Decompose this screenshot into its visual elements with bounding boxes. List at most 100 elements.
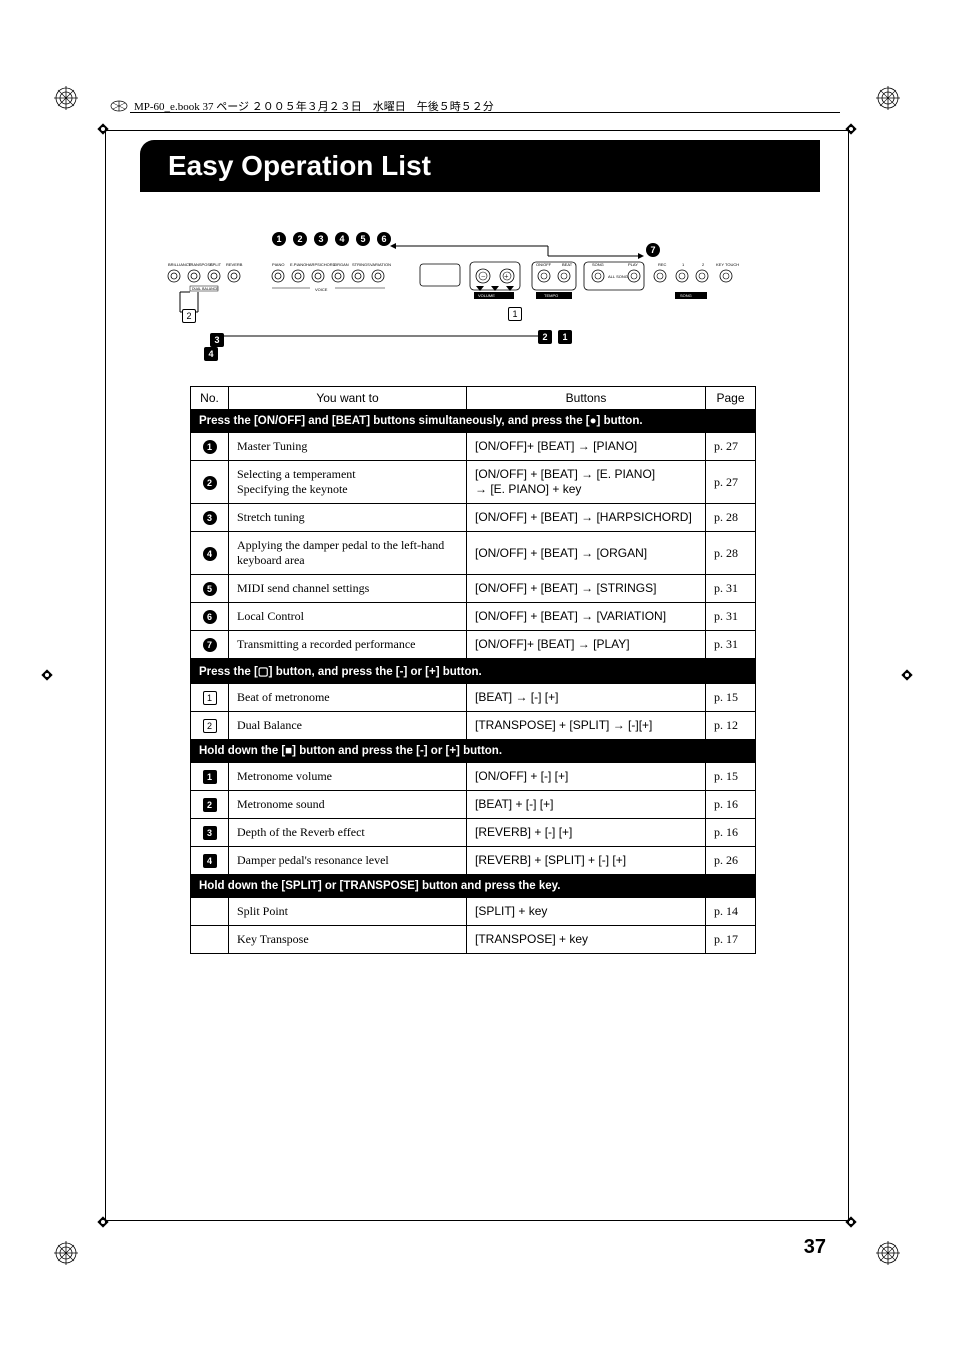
cell-buttons: [TRANSPOSE] + key	[467, 926, 706, 954]
th-buttons: Buttons	[467, 387, 706, 410]
cell-want: Stretch tuning	[229, 504, 467, 532]
cell-buttons: [SPLIT] + key	[467, 898, 706, 926]
svg-text:ON/OFF: ON/OFF	[536, 262, 552, 267]
control-panel-diagram: BRILLIANCETRANSPOSESPLITREVERB DUAL BALA…	[160, 236, 780, 356]
diagram-badge-2: 2	[293, 232, 307, 246]
diamond-mark-icon	[900, 668, 914, 682]
cell-want: Metronome volume	[229, 763, 467, 791]
table-row: 1Master Tuning[ON/OFF]+ [BEAT] → [PIANO]…	[191, 433, 756, 461]
diagram-badge-3: 3	[314, 232, 328, 246]
th-no: No.	[191, 387, 229, 410]
cell-page: p. 15	[706, 763, 756, 791]
reg-mark-icon	[876, 1241, 900, 1265]
cell-buttons: [ON/OFF] + [BEAT] → [VARIATION]	[467, 603, 706, 631]
diamond-mark-icon	[96, 122, 110, 136]
cell-no: 7	[191, 631, 229, 659]
svg-text:DUAL BALANCE: DUAL BALANCE	[192, 287, 219, 291]
cell-want: Master Tuning	[229, 433, 467, 461]
cell-no: 2	[191, 461, 229, 504]
table-section-heading: Hold down the [SPLIT] or [TRANSPOSE] but…	[191, 875, 756, 898]
cell-page: p. 27	[706, 433, 756, 461]
cell-buttons: [REVERB] + [SPLIT] + [-] [+]	[467, 847, 706, 875]
th-want: You want to	[229, 387, 467, 410]
cell-page: p. 17	[706, 926, 756, 954]
cell-page: p. 16	[706, 791, 756, 819]
crop-line	[105, 130, 106, 1221]
cell-buttons: [ON/OFF]+ [BEAT] → [PLAY]	[467, 631, 706, 659]
cell-page: p. 26	[706, 847, 756, 875]
row-badge: 4	[203, 854, 217, 868]
cell-no: 6	[191, 603, 229, 631]
crop-line	[848, 130, 849, 1221]
diamond-mark-icon	[844, 122, 858, 136]
table-row: 3 Depth of the Reverb effect[REVERB] + [-…	[191, 819, 756, 847]
cell-no: 1	[191, 433, 229, 461]
cell-buttons: [ON/OFF] + [-] [+]	[467, 763, 706, 791]
diagram-blackbox-1: 1	[558, 330, 572, 344]
svg-text:SPLIT: SPLIT	[210, 262, 222, 267]
cell-no	[191, 898, 229, 926]
cell-want: Depth of the Reverb effect	[229, 819, 467, 847]
cell-page: p. 28	[706, 532, 756, 575]
svg-text:1: 1	[682, 262, 685, 267]
row-badge: 1	[203, 440, 217, 454]
cell-want: Metronome sound	[229, 791, 467, 819]
cell-page: p. 31	[706, 631, 756, 659]
cell-page: p. 28	[706, 504, 756, 532]
cell-no: 2	[191, 712, 229, 740]
svg-text:ALL SONG: ALL SONG	[608, 274, 628, 279]
table-section-heading: Press the [ON/OFF] and [BEAT] buttons si…	[191, 410, 756, 433]
svg-text:STRINGS: STRINGS	[352, 262, 370, 267]
row-badge: 1	[203, 691, 217, 705]
table-row: 2Metronome sound[BEAT] + [-] [+]p. 16	[191, 791, 756, 819]
diamond-mark-icon	[40, 668, 54, 682]
svg-text:2: 2	[702, 262, 705, 267]
reg-mark-icon	[54, 1241, 78, 1265]
svg-text:PIANO: PIANO	[272, 262, 284, 267]
cell-no: 4	[191, 532, 229, 575]
cell-page: p. 31	[706, 575, 756, 603]
crop-line	[105, 130, 850, 131]
diamond-mark-icon	[844, 1215, 858, 1229]
cell-no: 4	[191, 847, 229, 875]
cell-page: p. 16	[706, 819, 756, 847]
cell-page: p. 31	[706, 603, 756, 631]
cell-buttons: [ON/OFF] + [BEAT] → [STRINGS]	[467, 575, 706, 603]
row-badge: 5	[203, 582, 217, 596]
svg-text:VOLUME: VOLUME	[478, 293, 495, 298]
row-badge: 3	[203, 826, 217, 840]
diagram-box-2: 2	[182, 309, 196, 323]
cell-want: Damper pedal's resonance level	[229, 847, 467, 875]
page-title: Easy Operation List	[168, 150, 431, 182]
diagram-blackbox-2: 2	[538, 330, 552, 344]
cell-want: Dual Balance	[229, 712, 467, 740]
cell-buttons: [REVERB] + [-] [+]	[467, 819, 706, 847]
svg-text:VOICE: VOICE	[315, 287, 328, 292]
diagram-badge-4: 4	[335, 232, 349, 246]
diagram-blackbox-4: 4	[204, 347, 218, 361]
book-spine-icon	[110, 100, 128, 112]
table-row: 1 Metronome volume[ON/OFF] + [-] [+]p. 15	[191, 763, 756, 791]
cell-buttons: [BEAT] → [-] [+]	[467, 684, 706, 712]
cell-buttons: [ON/OFF] + [BEAT] → [ORGAN]	[467, 532, 706, 575]
svg-text:REVERB: REVERB	[226, 262, 243, 267]
table-section-heading: Hold down the [■] button and press the […	[191, 740, 756, 763]
row-badge: 1	[203, 770, 217, 784]
table-row: 4Applying the damper pedal to the left-h…	[191, 532, 756, 575]
reg-mark-icon	[876, 86, 900, 110]
row-badge: 2	[203, 476, 217, 490]
svg-text:HARPSICHORD: HARPSICHORD	[306, 262, 336, 267]
cell-page: p. 27	[706, 461, 756, 504]
th-page: Page	[706, 387, 756, 410]
cell-page: p. 15	[706, 684, 756, 712]
cell-want: Split Point	[229, 898, 467, 926]
svg-text:KEY TOUCH: KEY TOUCH	[716, 262, 739, 267]
page-number: 37	[804, 1236, 826, 1259]
cell-want: Applying the damper pedal to the left-ha…	[229, 532, 467, 575]
reg-mark-icon	[54, 86, 78, 110]
cell-want: Selecting a temperamentSpecifying the ke…	[229, 461, 467, 504]
table-section-heading: Press the [▢] button, and press the [-] …	[191, 659, 756, 684]
cell-buttons: [ON/OFF] + [BEAT] → [E. PIANO]→ [E. PIAN…	[467, 461, 706, 504]
diagram-box-1: 1	[508, 307, 522, 321]
table-row: 2 Selecting a temperamentSpecifying the k…	[191, 461, 756, 504]
